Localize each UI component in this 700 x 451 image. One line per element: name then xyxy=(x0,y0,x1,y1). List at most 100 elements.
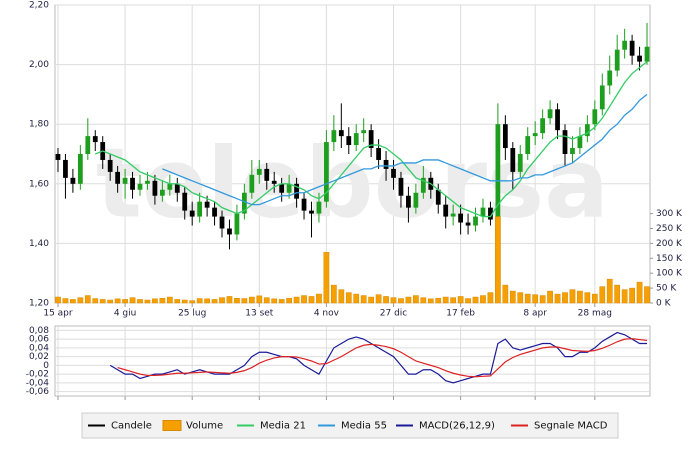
volume-bar xyxy=(256,295,263,304)
candle-body xyxy=(271,180,277,184)
volume-bar xyxy=(248,296,255,304)
y-tick-label: 1,60 xyxy=(29,179,49,189)
candle-body xyxy=(286,183,292,193)
y-tick-label: 0,02 xyxy=(29,352,49,362)
volume-bar xyxy=(55,296,61,304)
candle-body xyxy=(577,136,583,149)
volume-bar xyxy=(293,296,300,304)
volume-bar xyxy=(301,295,307,304)
candle-body xyxy=(197,201,203,217)
volume-bar xyxy=(442,296,449,304)
candle-body xyxy=(473,216,478,226)
candle-body xyxy=(301,198,307,211)
y-tick-label: 0 xyxy=(43,361,49,371)
volume-bar xyxy=(316,293,322,304)
candle-body xyxy=(599,85,605,110)
volume-bar xyxy=(644,286,650,304)
candle-body xyxy=(353,133,359,146)
volume-bar xyxy=(629,287,635,304)
volume-bar xyxy=(472,296,479,304)
volume-bar xyxy=(196,298,203,304)
candle-body xyxy=(219,216,225,229)
candle-body xyxy=(55,154,61,160)
volume-bar xyxy=(509,290,516,304)
y-tick-label: 0,04 xyxy=(29,343,49,353)
candle-body xyxy=(242,192,247,214)
candle-body xyxy=(309,210,314,214)
candle-body xyxy=(637,55,642,62)
volume-bar xyxy=(323,252,330,304)
volume-bar xyxy=(278,299,285,304)
layer: 1,20 1,40 1,60 1,80 2,00 2,20 15 apr 4 giu 25 lu… xyxy=(26,1,683,432)
candle-body xyxy=(435,189,441,205)
candle-body xyxy=(413,192,419,208)
volume-bar xyxy=(390,297,397,304)
candle-body xyxy=(480,207,486,217)
candle-body xyxy=(294,183,299,199)
candle-body xyxy=(249,174,255,193)
volume-bar xyxy=(427,298,434,304)
candle-body xyxy=(443,204,449,217)
volume-bar xyxy=(368,296,374,304)
candle-body xyxy=(182,192,188,211)
candle-body xyxy=(525,136,531,154)
volume-bar xyxy=(331,284,337,304)
candle-body xyxy=(644,46,650,62)
y2-tick-label: 50 K xyxy=(656,284,677,294)
line-series xyxy=(95,61,648,218)
y-tick-label: 2,20 xyxy=(29,1,49,11)
line-series xyxy=(162,93,648,206)
y-tick-label: 2,00 xyxy=(29,60,49,70)
legend-label: MACD(26,12,9) xyxy=(419,421,495,432)
candle-body xyxy=(264,168,270,181)
candle-body xyxy=(450,213,456,217)
x-tick-label: 27 dic xyxy=(380,309,408,319)
candle-body xyxy=(338,130,344,137)
y-tick-label: 1,40 xyxy=(29,239,49,249)
candle-body xyxy=(189,210,195,217)
candle-body xyxy=(517,154,523,172)
y-tick-label: -0,04 xyxy=(26,378,50,388)
candle-body xyxy=(420,177,426,193)
x-tick-label: 15 apr xyxy=(43,309,73,319)
volume-bar xyxy=(606,278,613,304)
candle-body xyxy=(465,222,471,226)
x-tick-label: 4 nov xyxy=(314,309,340,319)
candle-body xyxy=(622,40,628,50)
price-panel xyxy=(54,4,651,304)
candle-body xyxy=(510,148,516,172)
x-tick-label: 25 lug xyxy=(178,309,206,319)
x-tick-label: 13 set xyxy=(245,309,274,319)
macd-panel xyxy=(54,325,651,397)
candle-body xyxy=(547,109,553,119)
y-tick-label: 0,06 xyxy=(29,335,49,345)
legend-label: Media 55 xyxy=(341,421,387,432)
y-tick-label: 1,20 xyxy=(29,299,49,309)
legend-label: Candele xyxy=(111,421,152,432)
volume-bar xyxy=(569,289,576,304)
volume-bar xyxy=(234,297,240,304)
volume-bar xyxy=(524,293,531,304)
legend-swatch xyxy=(162,420,182,431)
legend-label: Volume xyxy=(186,421,223,432)
volume-bar xyxy=(539,295,546,304)
candle-body xyxy=(227,228,232,235)
candle-body xyxy=(361,130,367,134)
y2-tick-label: 300 K xyxy=(656,209,683,219)
candle-body xyxy=(614,49,620,71)
candle-body xyxy=(331,130,337,143)
candle-body xyxy=(174,183,180,193)
volume-bar xyxy=(495,216,501,304)
volume-bar xyxy=(405,296,412,304)
candle-body xyxy=(495,124,501,220)
volume-bar xyxy=(614,284,621,304)
volume-bar xyxy=(166,296,173,304)
volume-bar xyxy=(181,299,188,304)
x-tick-label: 8 apr xyxy=(523,309,547,319)
candle-body xyxy=(70,177,76,184)
candle-body xyxy=(234,213,240,235)
y2-tick-label: 0 K xyxy=(656,299,672,309)
volume-bar xyxy=(62,298,69,304)
candle-body xyxy=(63,159,68,178)
